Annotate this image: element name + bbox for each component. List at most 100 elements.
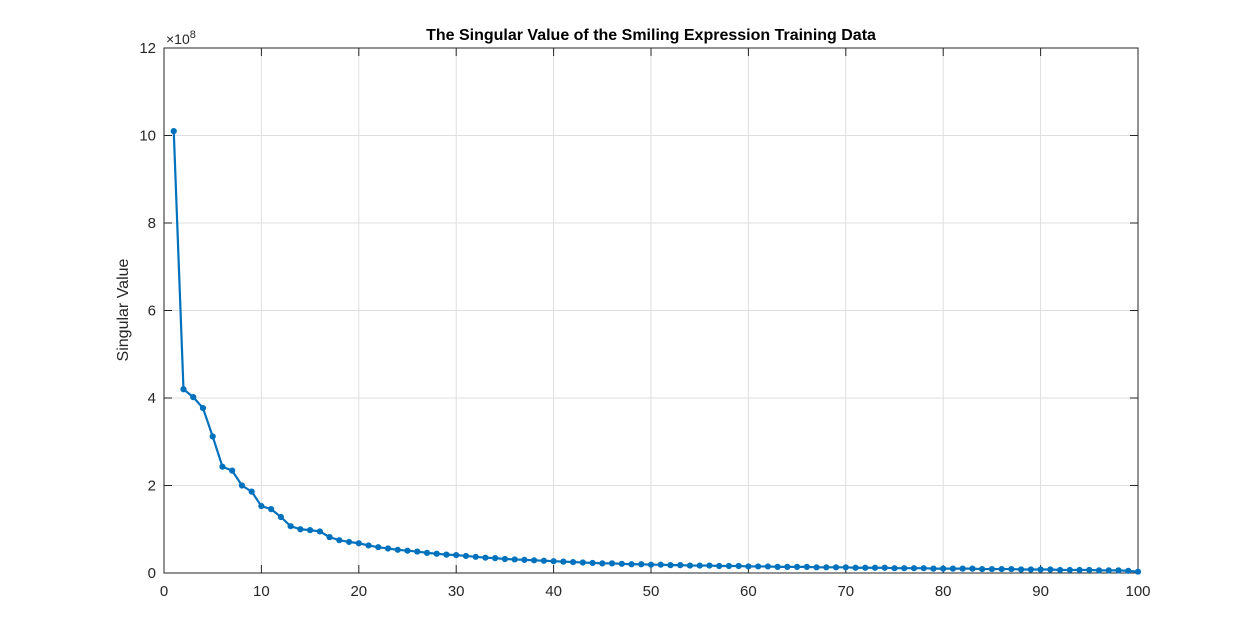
data-point [1056, 566, 1064, 574]
data-point [579, 559, 586, 566]
data-point [501, 555, 508, 563]
data-point [940, 565, 947, 572]
y-tick-label: 4 [148, 390, 156, 407]
data-point [180, 386, 187, 393]
data-point [686, 562, 694, 569]
data-point [1125, 567, 1132, 574]
data-point [901, 565, 908, 572]
data-point [784, 563, 791, 570]
data-point [842, 564, 849, 571]
data-point [569, 558, 577, 566]
data-point [238, 482, 246, 489]
data-point [511, 556, 518, 563]
x-tick-label: 60 [740, 583, 757, 600]
data-point [209, 433, 216, 440]
data-point [716, 562, 723, 570]
data-point [482, 554, 489, 561]
data-point [199, 404, 207, 412]
y-axis-label: Singular Value [115, 258, 132, 361]
y-tick-label: 10 [139, 128, 156, 145]
data-point [979, 565, 986, 573]
data-point [667, 562, 674, 569]
data-point [920, 565, 927, 572]
data-point [550, 558, 557, 565]
data-point [891, 565, 898, 572]
x-tick-label: 90 [1032, 583, 1049, 600]
data-point [443, 551, 450, 558]
data-point [638, 561, 645, 568]
data-point [492, 555, 499, 562]
series-line [172, 131, 1139, 573]
data-point [316, 528, 323, 535]
data-point [959, 565, 966, 572]
data-point [628, 561, 635, 568]
data-point [1066, 566, 1073, 574]
chart-title: The Singular Value of the Smiling Expres… [426, 27, 876, 44]
data-point [365, 542, 372, 549]
data-point [794, 563, 801, 570]
data-point [384, 545, 392, 552]
x-tick-labels: 0 10 20 30 40 50 60 70 80 90 100 [160, 583, 1151, 600]
y-tick-label: 6 [148, 303, 156, 320]
x-tick-label: 20 [350, 583, 367, 600]
data-point [755, 563, 762, 570]
data-point [287, 523, 294, 530]
data-point [949, 565, 957, 572]
data-point [1008, 565, 1015, 573]
data-point [190, 394, 197, 401]
data-point [1095, 567, 1103, 574]
data-point [433, 550, 440, 557]
y-tick-label: 12 [139, 40, 156, 57]
data-point [229, 467, 236, 474]
data-point [871, 564, 879, 571]
data-point [1086, 566, 1093, 574]
data-point [725, 562, 733, 570]
data-point [531, 557, 538, 564]
data-point [862, 564, 869, 571]
data-point [589, 559, 596, 567]
data-point [1115, 567, 1122, 574]
data-point [1076, 566, 1083, 574]
data-point [297, 526, 304, 533]
data-point [823, 564, 830, 571]
series-group [170, 128, 1142, 575]
data-point [852, 564, 859, 571]
data-point [394, 546, 401, 553]
data-point [969, 565, 976, 572]
data-point [1047, 566, 1054, 573]
x-tick-label: 40 [545, 583, 562, 600]
data-point [832, 564, 840, 571]
data-point [1037, 566, 1044, 573]
data-point [560, 558, 567, 565]
data-point [998, 565, 1005, 573]
data-point [696, 562, 703, 569]
data-point [307, 527, 314, 534]
data-point [774, 563, 781, 570]
data-point [745, 563, 752, 570]
data-point [599, 560, 606, 567]
data-point [277, 513, 284, 521]
data-point [764, 563, 771, 570]
data-point [268, 506, 275, 513]
data-point [930, 565, 937, 572]
data-point [813, 564, 820, 571]
data-point [647, 561, 655, 568]
data-point [881, 564, 888, 571]
data-point [706, 562, 713, 569]
data-point [375, 544, 382, 551]
data-point [1018, 566, 1025, 573]
data-point [462, 552, 470, 560]
data-point [540, 557, 547, 564]
x-tick-label: 80 [935, 583, 952, 600]
data-point [414, 548, 421, 555]
x-tick-label: 50 [643, 583, 660, 600]
data-point [608, 560, 616, 567]
data-point [423, 549, 431, 556]
data-point [355, 540, 362, 547]
y-tick-label: 8 [148, 215, 156, 232]
data-point [618, 560, 625, 567]
y-tick-labels: 0 2 4 6 8 10 12 [139, 40, 156, 582]
data-point [472, 553, 479, 560]
data-point [1134, 568, 1142, 575]
